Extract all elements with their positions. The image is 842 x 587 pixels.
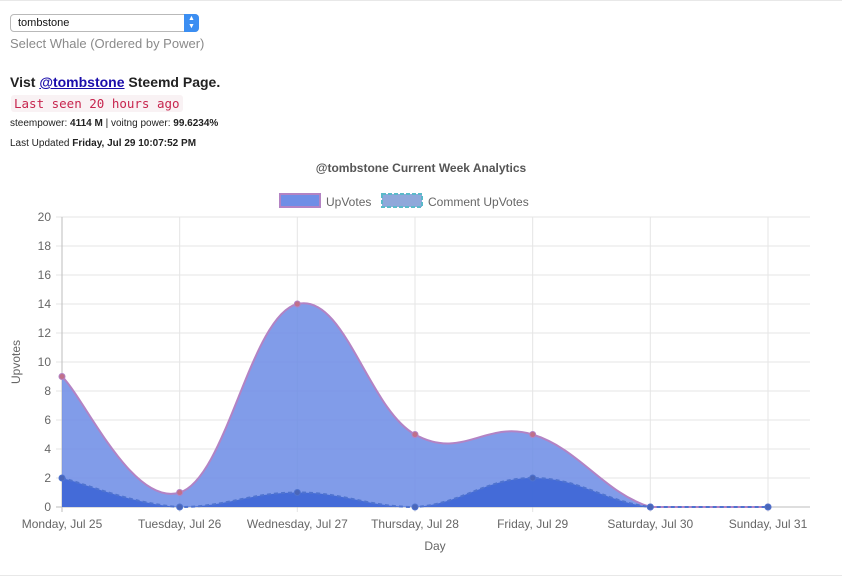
y-tick-label: 8 [44, 384, 51, 398]
data-point-upvotes [529, 431, 537, 438]
last-updated-value: Friday, Jul 29 10:07:52 PM [72, 138, 197, 149]
select-hint: Select Whale (Ordered by Power) [10, 36, 205, 51]
select-stepper-icon[interactable]: ▲ ▼ [184, 14, 199, 32]
y-tick-label: 0 [44, 500, 51, 514]
y-axis-title: Upvotes [9, 340, 23, 384]
data-point-upvotes [58, 373, 66, 380]
whale-select-value: tombstone [18, 17, 70, 29]
x-tick-label: Tuesday, Jul 26 [138, 517, 222, 531]
y-tick-label: 16 [38, 268, 52, 282]
data-point-upvotes [176, 489, 184, 496]
last-updated-label: Last Updated [10, 138, 73, 149]
data-point-upvotes [411, 431, 419, 438]
data-point-upvotes [293, 300, 301, 308]
x-tick-label: Saturday, Jul 30 [607, 517, 693, 531]
y-tick-label: 14 [38, 297, 52, 311]
voting-power-value: 99.6234% [173, 118, 219, 129]
data-point-comment-upvotes [411, 503, 419, 511]
x-tick-label: Monday, Jul 25 [22, 517, 103, 531]
y-tick-label: 6 [44, 413, 51, 427]
data-point-comment-upvotes [646, 503, 654, 511]
visit-heading: Vist @tombstone Steemd Page. [10, 74, 220, 90]
x-tick-label: Wednesday, Jul 27 [247, 517, 348, 531]
stats-separator: | [102, 118, 111, 129]
chart-title: @tombstone Current Week Analytics [315, 161, 527, 175]
legend-label-upvotes: UpVotes [326, 195, 371, 209]
y-tick-label: 18 [38, 239, 52, 253]
y-tick-label: 12 [38, 326, 52, 340]
bottom-divider [0, 575, 842, 576]
steempower-value: 4114 M [70, 118, 103, 129]
series-area-upvotes [62, 303, 768, 507]
x-tick-label: Thursday, Jul 28 [371, 517, 459, 531]
steemd-profile-link[interactable]: @tombstone [39, 74, 125, 90]
visit-prefix: Vist [10, 74, 40, 90]
last-updated: Last Updated Friday, Jul 29 10:07:52 PM [10, 138, 196, 149]
analytics-chart: 0 2 4 6 8 10 12 14 16 18 20 Monday, Jul 25 Tuesday, … [9, 193, 810, 553]
x-axis-title: Day [424, 539, 445, 553]
x-tick-label: Friday, Jul 29 [497, 517, 568, 531]
y-tick-label: 2 [44, 471, 51, 485]
data-point-comment-upvotes [293, 489, 301, 496]
y-tick-label: 20 [38, 210, 52, 224]
y-tick-label: 10 [38, 355, 52, 369]
data-point-comment-upvotes [529, 474, 537, 482]
data-point-comment-upvotes [58, 474, 66, 482]
voting-power-label: voitng power: [111, 118, 174, 129]
visit-suffix: Steemd Page. [124, 74, 221, 90]
x-tick-label: Sunday, Jul 31 [729, 517, 808, 531]
top-divider [0, 0, 842, 1]
power-stats: steempower: 4114 M | voitng power: 99.62… [10, 118, 218, 129]
data-point-comment-upvotes [176, 503, 184, 511]
data-point-comment-upvotes [764, 503, 772, 511]
whale-select[interactable]: tombstone ▲ ▼ [10, 14, 199, 32]
steempower-label: steempower: [10, 118, 71, 129]
legend-swatch-upvotes [279, 193, 321, 208]
y-tick-label: 4 [44, 442, 51, 456]
last-seen-badge: Last seen 20 hours ago [11, 95, 183, 112]
legend-swatch-comment-upvotes [381, 193, 423, 208]
legend-label-comment-upvotes: Comment UpVotes [428, 195, 529, 209]
series-area-comment-upvotes [62, 478, 768, 507]
